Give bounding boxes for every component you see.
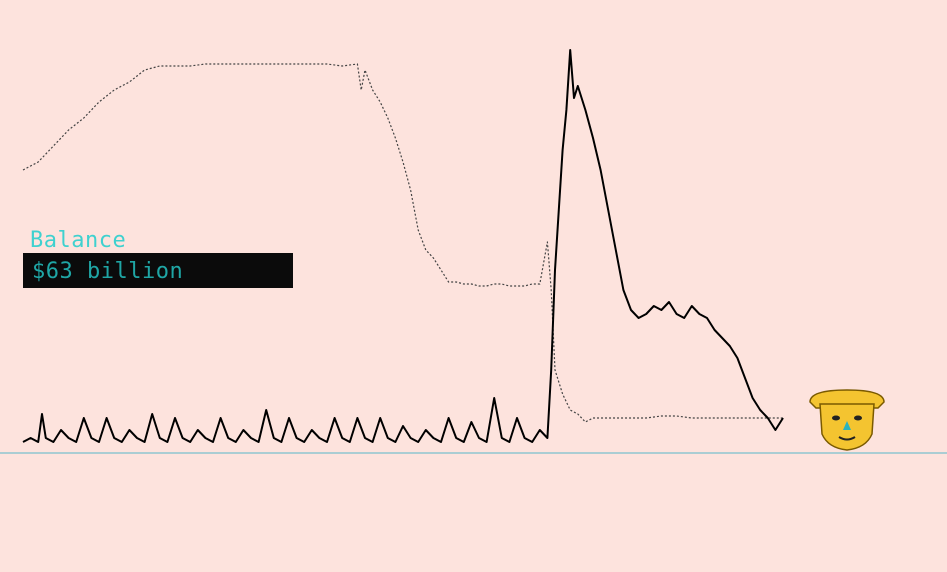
mask-left-eye	[832, 415, 840, 421]
series-line-solid	[22, 49, 784, 443]
mask-nose	[843, 421, 851, 430]
balance-value: $63 billion	[32, 259, 184, 284]
series-group	[22, 49, 784, 443]
mask-right-eye	[854, 415, 862, 421]
golden-mask-face-icon	[809, 389, 885, 451]
series-line-dotted	[22, 63, 783, 423]
balance-label: Balance	[30, 228, 127, 253]
balance-box: $63 billion	[23, 253, 293, 288]
mask-mouth	[838, 436, 856, 441]
